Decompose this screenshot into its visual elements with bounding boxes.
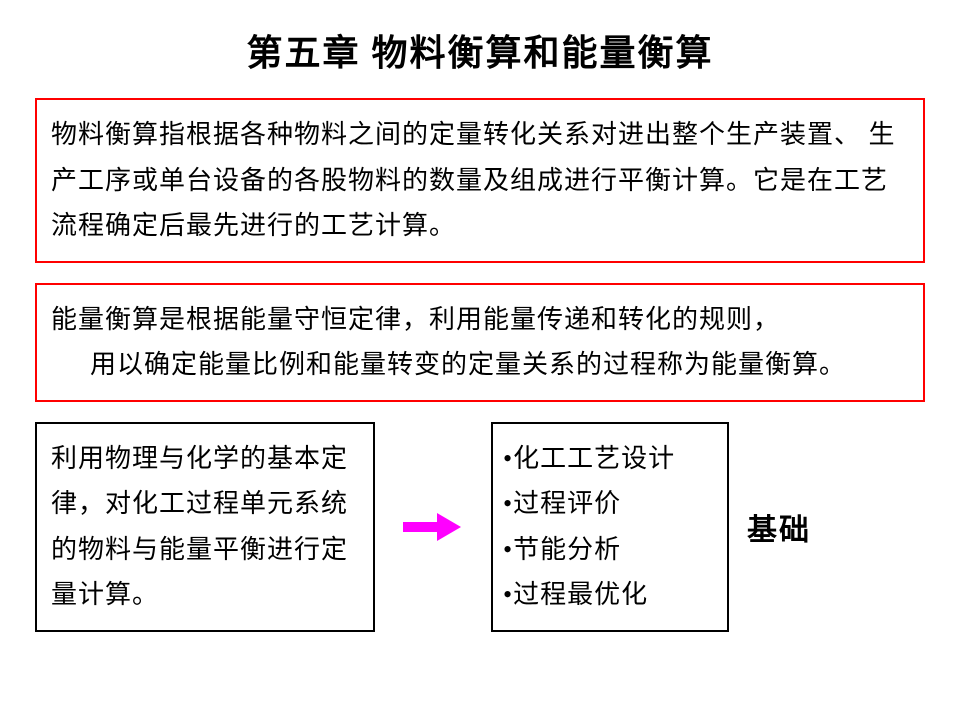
material-balance-definition-box: 物料衡算指根据各种物料之间的定量转化关系对进出整个生产装置、 生产工序或单台设备… (35, 98, 925, 263)
app-item-2: •过程评价 (503, 481, 717, 527)
energy-balance-definition-box: 能量衡算是根据能量守恒定律，利用能量传递和转化的规则， 用以确定能量比例和能量转… (35, 283, 925, 402)
app-item-3: •节能分析 (503, 527, 717, 573)
calculation-principle-text: 利用物理与化学的基本定律，对化工过程单元系统的物料与能量平衡进行定量计算。 (51, 444, 348, 610)
energy-balance-line2: 用以确定能量比例和能量转变的定量关系的过程称为能量衡算。 (51, 342, 909, 388)
applications-box: •化工工艺设计 •过程评价 •节能分析 •过程最优化 (491, 422, 729, 632)
arrow-container (393, 516, 473, 538)
app-item-1: •化工工艺设计 (503, 436, 717, 482)
app-item-4: •过程最优化 (503, 572, 717, 618)
arrow-icon (403, 516, 463, 538)
bottom-row: 利用物理与化学的基本定律，对化工过程单元系统的物料与能量平衡进行定量计算。 •化… (35, 422, 925, 632)
material-balance-text: 物料衡算指根据各种物料之间的定量转化关系对进出整个生产装置、 生产工序或单台设备… (51, 120, 896, 240)
energy-balance-line1: 能量衡算是根据能量守恒定律，利用能量传递和转化的规则， (51, 305, 780, 334)
chapter-title: 第五章 物料衡算和能量衡算 (35, 24, 925, 76)
basis-label: 基础 (747, 505, 811, 549)
calculation-principle-box: 利用物理与化学的基本定律，对化工过程单元系统的物料与能量平衡进行定量计算。 (35, 422, 375, 632)
